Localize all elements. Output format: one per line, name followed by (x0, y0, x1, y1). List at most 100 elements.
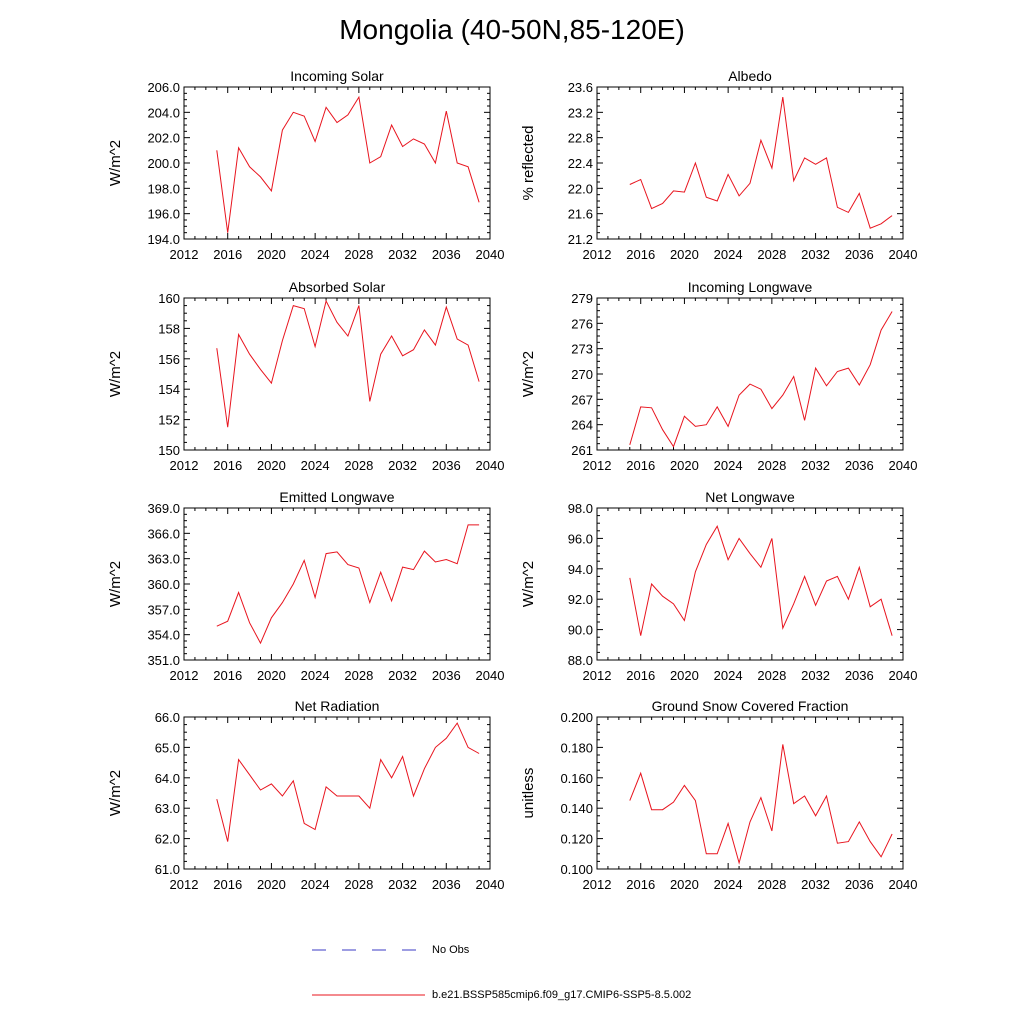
x-tick-label: 2024 (714, 877, 743, 892)
y-tick-label: 22.8 (568, 131, 593, 146)
y-tick-label: 63.0 (155, 801, 180, 816)
panel-title-incoming-longwave: Incoming Longwave (688, 279, 813, 295)
y-tick-label: 196.0 (147, 207, 180, 222)
y-tick-label: 200.0 (147, 156, 180, 171)
x-tick-label: 2036 (432, 458, 461, 473)
x-tick-label: 2012 (583, 458, 612, 473)
y-tick-label: 0.140 (560, 801, 593, 816)
x-tick-label: 2020 (257, 668, 286, 683)
y-tick-label: 62.0 (155, 832, 180, 847)
x-tick-label: 2032 (801, 877, 830, 892)
x-tick-label: 2036 (432, 668, 461, 683)
x-tick-label: 2028 (757, 668, 786, 683)
x-tick-label: 2040 (476, 877, 505, 892)
y-tick-label: 64.0 (155, 771, 180, 786)
x-tick-label: 2016 (213, 247, 242, 262)
series-line-albedo (629, 97, 893, 229)
panel-title-albedo: Albedo (728, 68, 772, 84)
x-tick-label: 2032 (388, 458, 417, 473)
x-tick-label: 2032 (388, 877, 417, 892)
y-tick-label: 22.0 (568, 181, 593, 196)
panel-title-ground-snow-covered-fraction: Ground Snow Covered Fraction (652, 698, 849, 714)
y-axis-label: W/m^2 (107, 561, 124, 607)
y-axis-label: W/m^2 (107, 351, 124, 397)
x-tick-label: 2040 (889, 668, 918, 683)
x-tick-label: 2012 (583, 877, 612, 892)
plot-frame-absorbed-solar (183, 297, 491, 451)
panel-title-net-radiation: Net Radiation (295, 698, 380, 714)
y-axis-label: W/m^2 (520, 561, 537, 607)
x-tick-label: 2024 (301, 877, 330, 892)
y-tick-label: 363.0 (147, 552, 180, 567)
plot-frame-incoming-longwave (596, 297, 904, 451)
x-tick-label: 2016 (626, 877, 655, 892)
x-tick-label: 2024 (301, 247, 330, 262)
x-tick-label: 2040 (889, 458, 918, 473)
panel-title-incoming-solar: Incoming Solar (290, 68, 384, 84)
y-axis-label: W/m^2 (107, 140, 124, 186)
x-tick-label: 2024 (714, 458, 743, 473)
x-tick-label: 2012 (170, 247, 199, 262)
y-tick-label: 267 (571, 392, 593, 407)
panel-title-absorbed-solar: Absorbed Solar (289, 279, 386, 295)
x-tick-label: 2020 (670, 877, 699, 892)
x-tick-label: 2016 (626, 458, 655, 473)
x-tick-label: 2012 (583, 247, 612, 262)
series-line-emitted-longwave (216, 524, 480, 645)
y-tick-label: 92.0 (568, 592, 593, 607)
y-tick-label: 198.0 (147, 181, 180, 196)
x-tick-label: 2020 (257, 877, 286, 892)
y-axis-label: unitless (520, 768, 537, 819)
y-tick-label: 0.200 (560, 710, 593, 725)
y-tick-label: 21.6 (568, 207, 593, 222)
x-tick-label: 2040 (476, 668, 505, 683)
y-tick-label: 88.0 (568, 653, 593, 668)
x-tick-label: 2016 (213, 877, 242, 892)
y-tick-label: 21.2 (568, 232, 593, 247)
y-tick-label: 273 (571, 342, 593, 357)
x-tick-label: 2020 (257, 458, 286, 473)
y-tick-label: 160 (158, 291, 180, 306)
y-tick-label: 264 (571, 418, 593, 433)
x-tick-label: 2036 (432, 877, 461, 892)
x-tick-label: 2012 (170, 458, 199, 473)
y-tick-label: 98.0 (568, 501, 593, 516)
x-tick-label: 2032 (801, 458, 830, 473)
plot-frame-emitted-longwave (183, 507, 491, 661)
x-tick-label: 2028 (344, 668, 373, 683)
y-tick-label: 261 (571, 443, 593, 458)
y-tick-label: 152 (158, 413, 180, 428)
x-tick-label: 2040 (476, 247, 505, 262)
y-tick-label: 150 (158, 443, 180, 458)
y-tick-label: 194.0 (147, 232, 180, 247)
y-tick-label: 23.2 (568, 105, 593, 120)
x-tick-label: 2028 (757, 458, 786, 473)
x-tick-label: 2020 (670, 458, 699, 473)
x-tick-label: 2024 (714, 247, 743, 262)
x-tick-label: 2036 (432, 247, 461, 262)
x-tick-label: 2032 (801, 668, 830, 683)
x-tick-label: 2028 (757, 247, 786, 262)
x-tick-label: 2020 (670, 668, 699, 683)
x-tick-label: 2028 (344, 247, 373, 262)
series-line-incoming-solar (216, 95, 480, 233)
x-tick-label: 2036 (845, 458, 874, 473)
x-tick-label: 2016 (626, 668, 655, 683)
series-line-absorbed-solar (216, 299, 480, 428)
y-tick-label: 0.160 (560, 771, 593, 786)
plot-frame-ground-snow-covered-fraction (596, 716, 904, 870)
y-tick-label: 156 (158, 352, 180, 367)
x-tick-label: 2012 (583, 668, 612, 683)
plot-frame-net-longwave (596, 507, 904, 661)
series-line-net-longwave (629, 524, 893, 636)
x-tick-label: 2040 (476, 458, 505, 473)
y-tick-label: 202.0 (147, 131, 180, 146)
y-tick-label: 66.0 (155, 710, 180, 725)
y-tick-label: 23.6 (568, 80, 593, 95)
y-tick-label: 0.120 (560, 832, 593, 847)
x-tick-label: 2024 (301, 668, 330, 683)
y-axis-label: W/m^2 (520, 351, 537, 397)
y-axis-label: % reflected (520, 125, 537, 200)
x-tick-label: 2012 (170, 668, 199, 683)
